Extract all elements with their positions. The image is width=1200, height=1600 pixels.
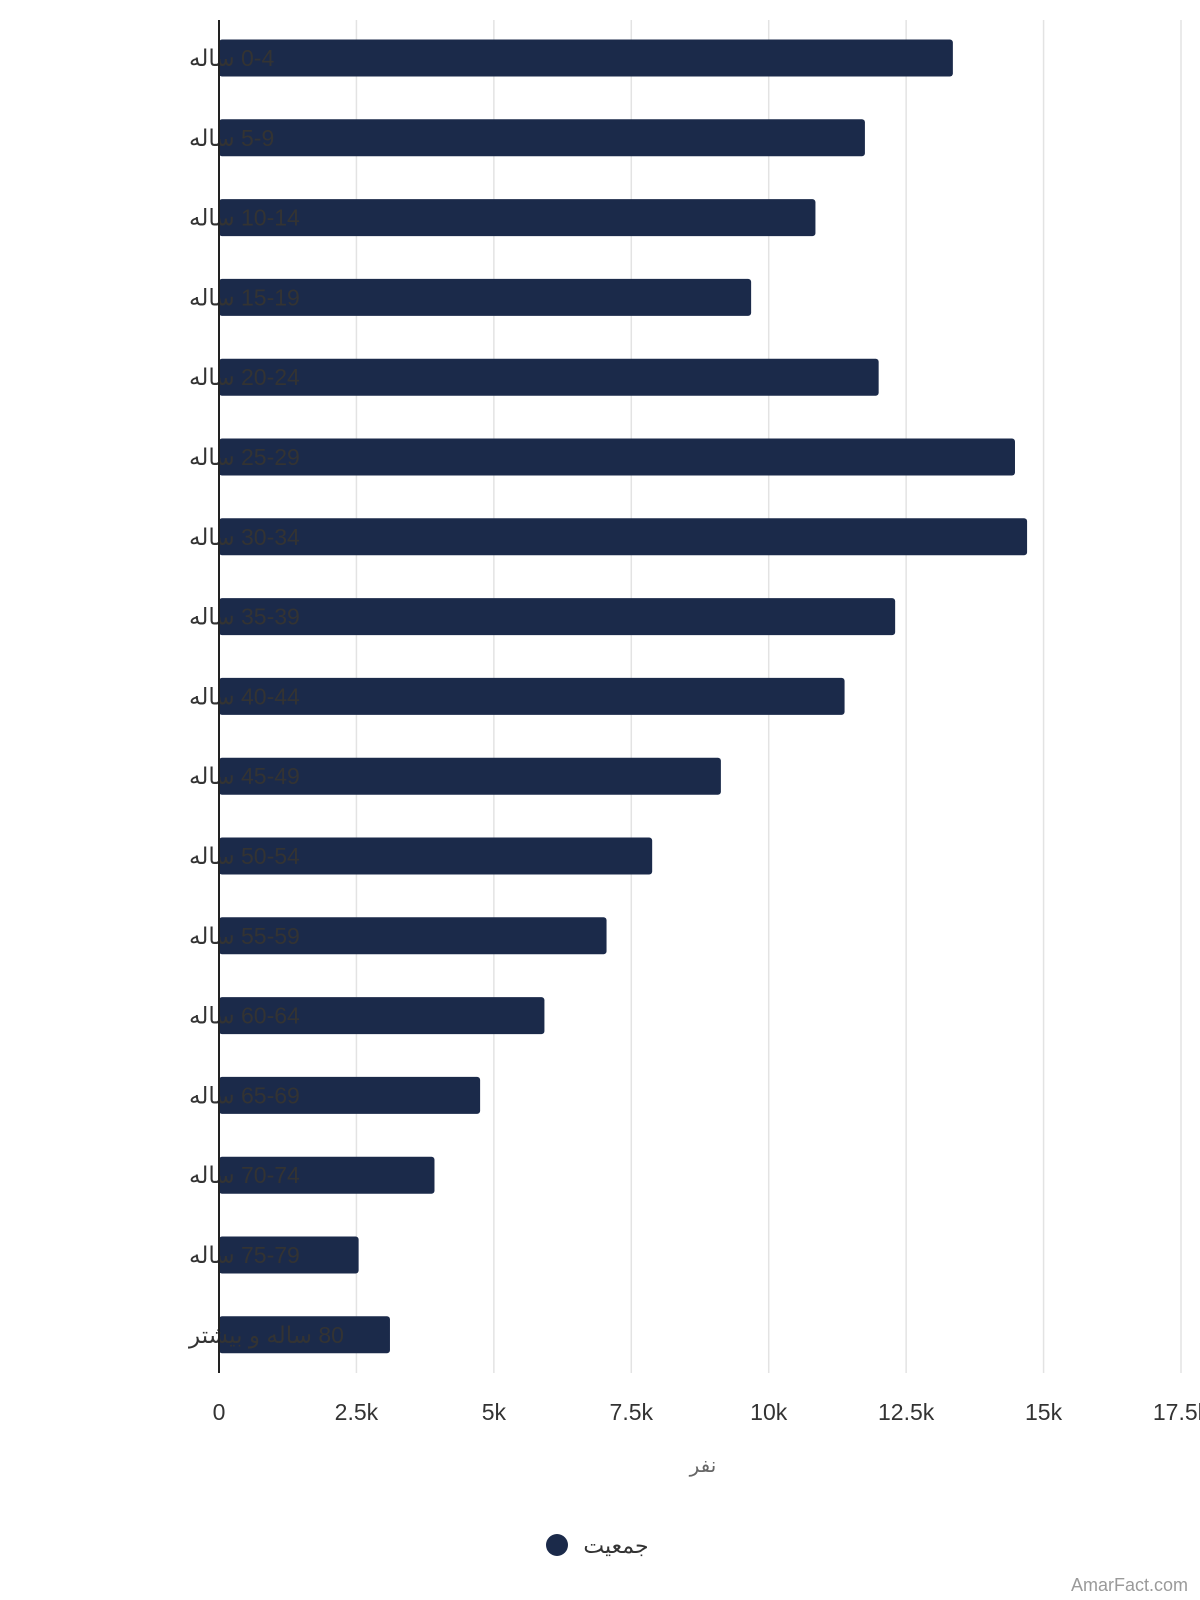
bar-10 [219, 837, 653, 875]
bar-16 [219, 1316, 390, 1354]
category-label-6: 30-34 ساله [189, 524, 300, 550]
category-label-8: 40-44 ساله [189, 683, 300, 709]
category-label-5: 25-29 ساله [189, 444, 300, 470]
x-tick-label-2: 5k [482, 1399, 507, 1425]
x-axis-title: نفر [689, 1453, 717, 1477]
bar-15 [219, 1236, 359, 1274]
bar-8 [219, 677, 845, 715]
watermark: AmarFact.com [1071, 1575, 1188, 1595]
category-label-15: 75-79 ساله [189, 1242, 300, 1268]
bar-1 [219, 119, 865, 157]
category-label-1: 5-9 ساله [189, 125, 274, 151]
bar-12 [219, 997, 545, 1035]
category-label-4: 20-24 ساله [189, 364, 300, 390]
bar-9 [219, 757, 721, 795]
category-label-16: 80 ساله و بیشتر [188, 1322, 344, 1349]
x-tick-label-0: 0 [213, 1399, 226, 1425]
category-label-11: 55-59 ساله [189, 923, 300, 949]
legend-label: جمعیت [583, 1534, 648, 1559]
bar-7 [219, 598, 896, 636]
bar-2 [219, 199, 816, 237]
category-label-10: 50-54 ساله [189, 843, 300, 869]
x-tick-label-3: 7.5k [610, 1399, 654, 1425]
x-tick-label-6: 15k [1025, 1399, 1063, 1425]
x-tick-label-5: 12.5k [878, 1399, 935, 1425]
x-tick-label-1: 2.5k [335, 1399, 379, 1425]
category-label-3: 15-19 ساله [189, 284, 300, 310]
category-label-13: 65-69 ساله [189, 1082, 300, 1108]
legend: جمعیت [546, 1534, 649, 1559]
x-tick-label-7: 17.5k [1153, 1399, 1200, 1425]
bar-4 [219, 358, 879, 396]
bar-5 [219, 438, 1015, 476]
bar-6 [219, 518, 1028, 556]
category-label-7: 35-39 ساله [189, 604, 300, 630]
legend-marker [546, 1534, 568, 1556]
bar-11 [219, 917, 607, 955]
category-label-9: 45-49 ساله [189, 763, 300, 789]
category-label-14: 70-74 ساله [189, 1162, 300, 1188]
category-labels: 0-4 ساله 5-9 ساله 10-14 ساله 15-19 ساله 20-2… [188, 45, 344, 1349]
category-label-12: 60-64 ساله [189, 1003, 300, 1029]
bar-0 [219, 39, 953, 77]
category-label-0: 0-4 ساله [189, 45, 274, 71]
category-label-2: 10-14 ساله [189, 205, 300, 231]
bars [219, 39, 1028, 1354]
bar-14 [219, 1156, 435, 1194]
bar-13 [219, 1076, 481, 1114]
x-tick-labels: 0 2.5k 5k 7.5k 10k 12.5k 15k 17.5k [213, 1399, 1200, 1425]
x-tick-label-4: 10k [750, 1399, 788, 1425]
bar-3 [219, 278, 752, 316]
